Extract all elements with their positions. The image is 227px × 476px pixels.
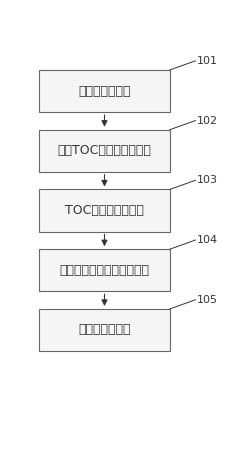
Text: 105: 105 (196, 295, 217, 305)
Text: 建立古水深与厚度定量关系: 建立古水深与厚度定量关系 (59, 264, 149, 277)
Bar (39, 189, 169, 232)
Text: TOC测试与厚度统计: TOC测试与厚度统计 (65, 204, 143, 217)
Text: 103: 103 (196, 175, 217, 185)
Text: 古水深平面分布: 古水深平面分布 (78, 324, 130, 337)
Text: 建立TOC与水深定量关系: 建立TOC与水深定量关系 (57, 144, 151, 157)
Bar (39, 249, 169, 291)
Bar (39, 309, 169, 351)
Bar (39, 70, 169, 112)
Text: 101: 101 (196, 56, 217, 66)
Text: 102: 102 (196, 116, 217, 126)
Text: 筛选相似性湖泊: 筛选相似性湖泊 (78, 85, 130, 98)
Bar (39, 129, 169, 172)
Text: 104: 104 (196, 235, 217, 245)
